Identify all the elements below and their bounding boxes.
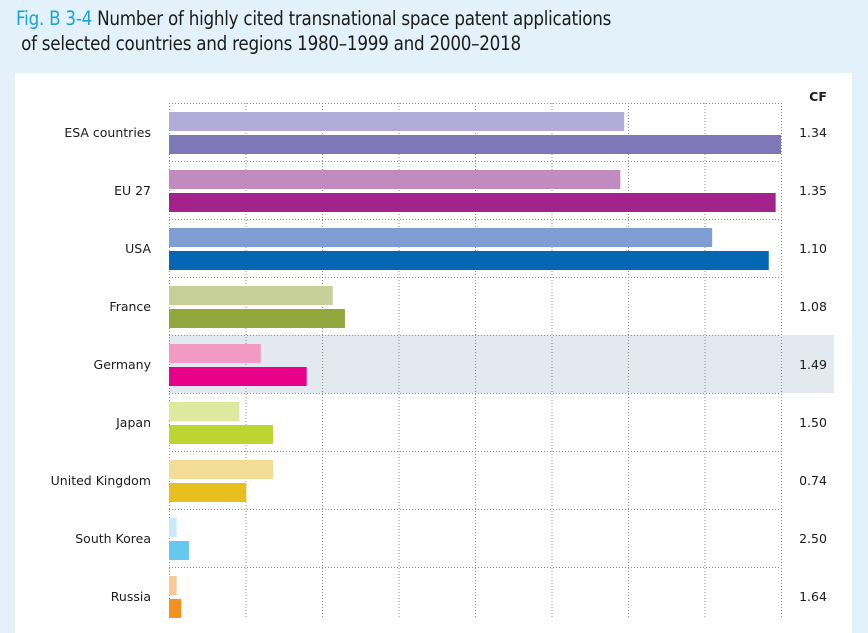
category-label: Germany bbox=[94, 357, 152, 372]
bar-1980-1999 bbox=[169, 170, 621, 189]
bar-2000-2018 bbox=[169, 425, 274, 444]
bar-2000-2018 bbox=[169, 483, 247, 502]
title-text-1: Number of highly cited transnational spa… bbox=[97, 7, 612, 30]
bar-1980-1999 bbox=[169, 518, 177, 537]
cf-value: 1.50 bbox=[799, 415, 827, 430]
bar-2000-2018 bbox=[169, 251, 769, 270]
cf-value: 1.08 bbox=[799, 299, 827, 314]
category-label: Russia bbox=[111, 589, 151, 604]
cf-value: 2.50 bbox=[799, 531, 827, 546]
bar-1980-1999 bbox=[169, 112, 625, 131]
cf-value: 0.74 bbox=[799, 473, 827, 488]
category-label: Japan bbox=[115, 415, 151, 430]
chart-title: Fig. B 3-4 Number of highly cited transn… bbox=[16, 6, 611, 56]
bar-1980-1999 bbox=[169, 228, 713, 247]
title-text-2: of selected countries and regions 1980–1… bbox=[21, 32, 521, 55]
bar-2000-2018 bbox=[169, 193, 776, 212]
title-line-1: Fig. B 3-4 Number of highly cited transn… bbox=[16, 6, 611, 31]
category-label: ESA countries bbox=[64, 125, 151, 140]
bar-2000-2018 bbox=[169, 541, 189, 560]
title-line-2: of selected countries and regions 1980–1… bbox=[16, 31, 611, 56]
bar-2000-2018 bbox=[169, 309, 345, 328]
category-label: EU 27 bbox=[114, 183, 151, 198]
category-label: South Korea bbox=[75, 531, 151, 546]
cf-value: 1.10 bbox=[799, 241, 827, 256]
cf-value: 1.49 bbox=[799, 357, 827, 372]
cf-header: CF bbox=[809, 89, 827, 104]
bar-1980-1999 bbox=[169, 344, 261, 363]
bar-chart: ESA countries 1.34 EU 27 1.35 USA 1.10 France 1… bbox=[51, 89, 834, 618]
bar-2000-2018 bbox=[169, 367, 307, 386]
figure-label: Fig. B 3-4 bbox=[16, 7, 93, 30]
category-label: France bbox=[109, 299, 151, 314]
cf-value: 1.35 bbox=[799, 183, 827, 198]
bar-2000-2018 bbox=[169, 135, 781, 154]
bar-1980-1999 bbox=[169, 460, 274, 479]
cf-value: 1.64 bbox=[799, 589, 827, 604]
bar-1980-1999 bbox=[169, 402, 240, 421]
category-label: USA bbox=[125, 241, 151, 256]
bar-1980-1999 bbox=[169, 286, 333, 305]
bar-2000-2018 bbox=[169, 599, 182, 618]
bar-1980-1999 bbox=[169, 576, 177, 595]
category-label: United Kingdom bbox=[51, 473, 151, 488]
cf-value: 1.34 bbox=[799, 125, 827, 140]
